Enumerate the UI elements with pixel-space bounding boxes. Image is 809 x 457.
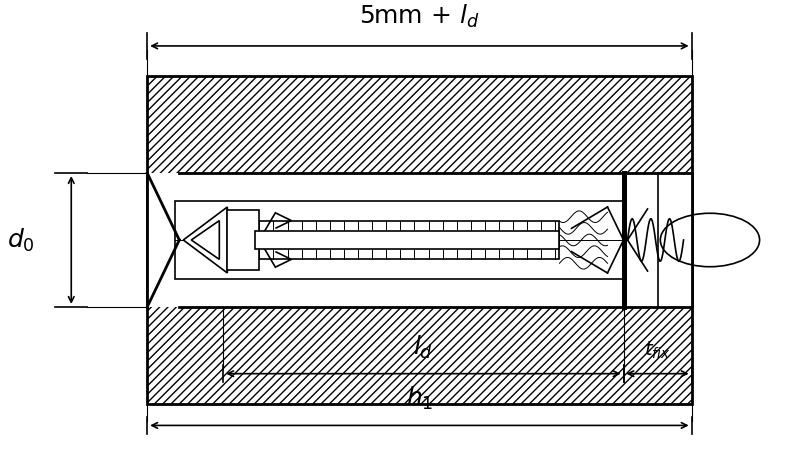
Polygon shape xyxy=(227,210,260,270)
Polygon shape xyxy=(256,221,560,260)
Polygon shape xyxy=(256,231,560,249)
Polygon shape xyxy=(147,76,692,404)
Text: $\mathit{d}_\mathit{0}$: $\mathit{d}_\mathit{0}$ xyxy=(7,226,36,254)
Polygon shape xyxy=(147,173,624,307)
Text: 5mm + $\mathit{l}_\mathit{d}$: 5mm + $\mathit{l}_\mathit{d}$ xyxy=(359,2,480,30)
Polygon shape xyxy=(184,207,227,273)
Polygon shape xyxy=(624,173,692,307)
Text: $\mathit{h}_\mathit{1}$: $\mathit{h}_\mathit{1}$ xyxy=(406,385,433,413)
Polygon shape xyxy=(176,201,624,279)
Text: $\mathit{l}_\mathit{d}$: $\mathit{l}_\mathit{d}$ xyxy=(413,334,434,361)
Polygon shape xyxy=(191,221,219,260)
Polygon shape xyxy=(624,173,692,307)
Text: $\mathit{t}_\mathit{fix}$: $\mathit{t}_\mathit{fix}$ xyxy=(644,340,671,361)
